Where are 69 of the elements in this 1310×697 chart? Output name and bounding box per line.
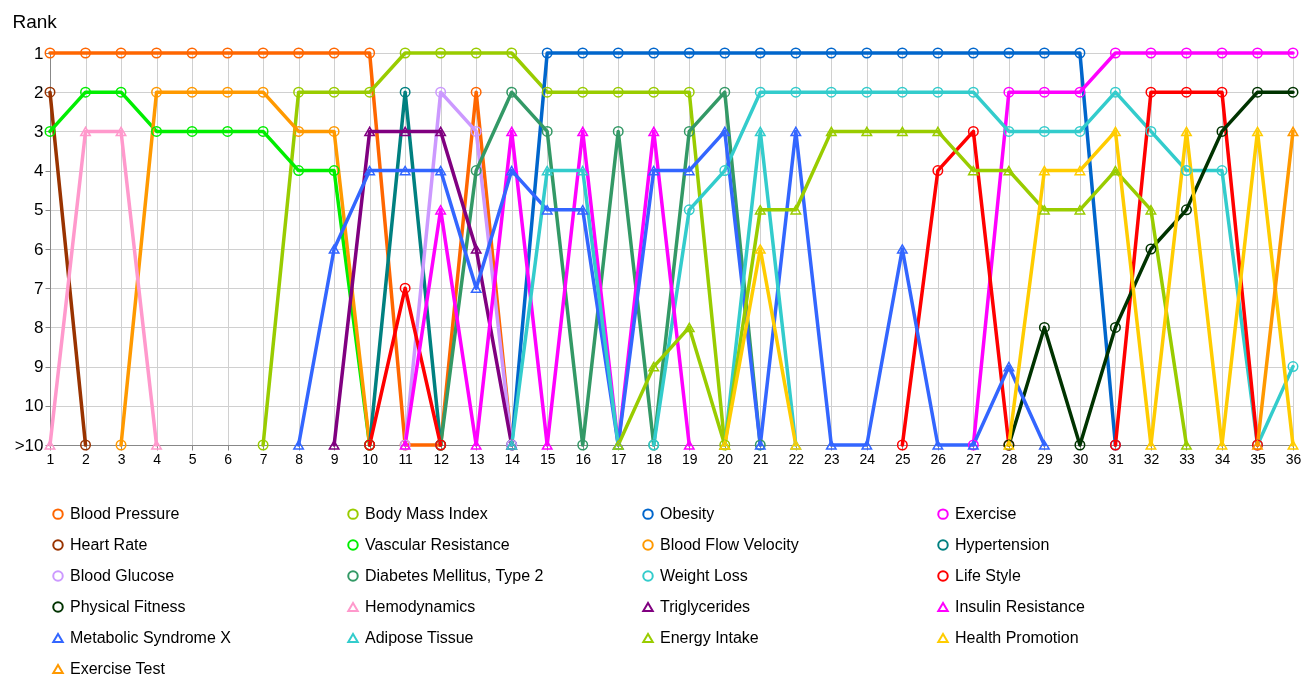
legend-label: Hypertension — [955, 536, 1050, 553]
x-tick-label: 29 — [1037, 450, 1053, 467]
y-tick-label: 3 — [34, 121, 44, 141]
legend-label: Life Style — [955, 567, 1021, 584]
legend-label: Health Promotion — [955, 629, 1079, 646]
legend-label: Exercise Test — [70, 660, 166, 677]
x-tick-label: 35 — [1250, 450, 1266, 467]
y-tick-label: 5 — [34, 200, 44, 220]
x-tick-label: 6 — [224, 450, 233, 467]
x-tick-label: 13 — [468, 450, 485, 467]
legend-label: Hemodynamics — [365, 598, 476, 615]
y-tick-label: 4 — [34, 161, 44, 181]
legend-label: Metabolic Syndrome X — [70, 629, 232, 646]
x-tick-label: 5 — [188, 450, 197, 467]
x-tick-label: 25 — [895, 450, 911, 467]
legend-label: Blood Flow Velocity — [660, 536, 799, 553]
x-tick-label: 7 — [259, 450, 268, 467]
legend-label: Heart Rate — [70, 536, 148, 553]
y-tick-label: 2 — [34, 82, 44, 102]
legend-label: Obesity — [660, 505, 715, 523]
x-tick-label: 34 — [1214, 450, 1231, 467]
x-tick-label: 3 — [117, 450, 126, 467]
x-tick-label: 30 — [1072, 450, 1089, 467]
x-tick-label: 20 — [717, 450, 734, 467]
x-tick-label: 16 — [575, 450, 592, 467]
x-tick-label: 28 — [1001, 450, 1018, 467]
legend-label: Weight Loss — [660, 567, 748, 584]
y-tick-label: 10 — [24, 396, 44, 416]
legend-label: Diabetes Mellitus, Type 2 — [365, 567, 544, 584]
y-axis-title: Rank — [12, 10, 58, 32]
x-tick-label: 33 — [1179, 450, 1195, 467]
x-tick-label: 11 — [398, 450, 414, 467]
x-tick-label: 23 — [824, 450, 840, 467]
x-tick-label: 9 — [330, 450, 339, 467]
legend-label: Adipose Tissue — [365, 629, 474, 646]
x-tick-label: 1 — [46, 450, 55, 467]
x-tick-label: 2 — [82, 450, 91, 467]
legend-label: Blood Pressure — [70, 505, 180, 523]
y-tick-label: 9 — [34, 357, 44, 377]
y-tick-label: 6 — [34, 239, 44, 259]
x-tick-label: 21 — [753, 450, 769, 467]
x-tick-label: 18 — [646, 450, 663, 467]
legend-label: Energy Intake — [660, 629, 759, 646]
x-tick-label: 4 — [153, 450, 162, 467]
legend-label: Body Mass Index — [365, 505, 488, 523]
y-tick-label: 7 — [34, 278, 44, 298]
x-tick-label: 24 — [859, 450, 876, 467]
legend-label: Insulin Resistance — [955, 598, 1085, 615]
legend-label: Vascular Resistance — [365, 536, 510, 553]
x-tick-label: 12 — [433, 450, 450, 467]
y-tick-label: 1 — [34, 43, 44, 63]
x-tick-label: 14 — [504, 450, 521, 467]
x-tick-label: 36 — [1285, 450, 1302, 467]
x-tick-label: 19 — [681, 450, 698, 467]
legend-label: Blood Glucose — [70, 567, 175, 584]
y-tick-label: >10 — [14, 435, 44, 455]
x-tick-label: 15 — [539, 450, 556, 467]
y-tick-label: 8 — [34, 317, 44, 337]
x-tick-label: 8 — [295, 450, 304, 467]
x-tick-label: 27 — [966, 450, 982, 467]
legend-label: Exercise — [955, 505, 1017, 523]
x-tick-label: 32 — [1143, 450, 1160, 467]
x-tick-label: 22 — [788, 450, 805, 467]
x-tick-label: 10 — [362, 450, 379, 467]
x-tick-label: 26 — [930, 450, 947, 467]
legend-label: Triglycerides — [660, 598, 751, 615]
x-tick-label: 17 — [610, 450, 627, 467]
legend-label: Physical Fitness — [70, 598, 186, 615]
x-tick-label: 31 — [1108, 450, 1124, 467]
